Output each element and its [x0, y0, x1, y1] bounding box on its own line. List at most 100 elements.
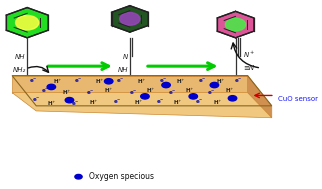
Text: H$^{+}$: H$^{+}$: [146, 86, 156, 95]
Polygon shape: [91, 76, 119, 106]
Text: ≡N: ≡N: [243, 65, 254, 71]
Circle shape: [162, 82, 170, 88]
Text: e$^{-}$: e$^{-}$: [159, 77, 167, 85]
Polygon shape: [95, 76, 122, 106]
Text: H$^{+}$: H$^{+}$: [95, 77, 104, 86]
Polygon shape: [47, 76, 74, 106]
Polygon shape: [239, 76, 266, 106]
Polygon shape: [153, 76, 181, 106]
Polygon shape: [142, 76, 169, 106]
Text: e$^{-}$: e$^{-}$: [71, 100, 80, 108]
Polygon shape: [89, 76, 116, 106]
Polygon shape: [39, 76, 66, 106]
Polygon shape: [177, 76, 204, 106]
Polygon shape: [209, 76, 236, 106]
Polygon shape: [233, 76, 260, 106]
Text: N: N: [123, 54, 128, 60]
Polygon shape: [98, 76, 125, 106]
Text: H$^{+}$: H$^{+}$: [213, 98, 222, 107]
Polygon shape: [21, 76, 48, 106]
Circle shape: [225, 18, 246, 31]
Polygon shape: [86, 76, 113, 106]
Polygon shape: [165, 76, 192, 106]
Polygon shape: [124, 76, 151, 106]
Polygon shape: [174, 76, 201, 106]
Polygon shape: [59, 76, 86, 106]
Text: e$^{-}$: e$^{-}$: [113, 98, 122, 106]
Text: e$^{-}$: e$^{-}$: [128, 89, 137, 97]
Text: CuO sensor: CuO sensor: [278, 96, 318, 102]
Text: H$^{+}$: H$^{+}$: [89, 98, 98, 107]
Text: NH₂: NH₂: [13, 67, 26, 73]
Text: H$^{+}$: H$^{+}$: [216, 77, 225, 86]
Polygon shape: [36, 76, 63, 106]
Polygon shape: [221, 76, 248, 106]
Polygon shape: [218, 76, 245, 106]
Circle shape: [104, 79, 113, 84]
Polygon shape: [71, 76, 98, 106]
Polygon shape: [12, 76, 39, 106]
Polygon shape: [248, 76, 272, 118]
Text: H$^{+}$: H$^{+}$: [104, 86, 113, 95]
Polygon shape: [230, 76, 257, 106]
Polygon shape: [162, 76, 189, 106]
Text: NH: NH: [118, 67, 128, 73]
Polygon shape: [171, 76, 198, 106]
Polygon shape: [15, 76, 42, 106]
Polygon shape: [56, 76, 83, 106]
Polygon shape: [147, 76, 175, 106]
Text: e$^{-}$: e$^{-}$: [117, 77, 125, 85]
Polygon shape: [168, 76, 195, 106]
Text: H$^{+}$: H$^{+}$: [52, 77, 62, 86]
Polygon shape: [217, 11, 254, 38]
Polygon shape: [42, 76, 69, 106]
Polygon shape: [80, 76, 107, 106]
Text: H$^{+}$: H$^{+}$: [176, 77, 186, 86]
Polygon shape: [12, 93, 272, 118]
Circle shape: [120, 12, 140, 25]
Circle shape: [189, 94, 197, 99]
Polygon shape: [83, 76, 110, 106]
Text: e$^{-}$: e$^{-}$: [234, 77, 243, 85]
Polygon shape: [245, 76, 272, 106]
Circle shape: [47, 84, 56, 90]
Polygon shape: [44, 76, 71, 106]
Polygon shape: [242, 76, 269, 106]
Text: H$^{+}$: H$^{+}$: [134, 98, 144, 107]
Polygon shape: [118, 76, 145, 106]
Text: H$^{+}$: H$^{+}$: [185, 86, 195, 95]
Circle shape: [141, 94, 149, 99]
Polygon shape: [224, 76, 251, 106]
Text: e$^{-}$: e$^{-}$: [156, 98, 164, 106]
Circle shape: [15, 15, 39, 30]
Text: e$^{-}$: e$^{-}$: [207, 89, 216, 97]
Polygon shape: [189, 76, 216, 106]
Polygon shape: [145, 76, 172, 106]
Polygon shape: [159, 76, 186, 106]
Text: e$^{-}$: e$^{-}$: [86, 89, 95, 97]
Polygon shape: [6, 8, 48, 38]
Polygon shape: [136, 76, 163, 106]
Polygon shape: [201, 76, 228, 106]
Text: e$^{-}$: e$^{-}$: [41, 87, 50, 95]
Text: e$^{-}$: e$^{-}$: [74, 77, 83, 85]
Polygon shape: [106, 76, 133, 106]
Text: H$^{+}$: H$^{+}$: [225, 86, 234, 95]
Polygon shape: [24, 76, 51, 106]
Polygon shape: [133, 76, 160, 106]
Polygon shape: [215, 76, 242, 106]
Polygon shape: [212, 76, 239, 106]
Polygon shape: [204, 76, 231, 106]
Polygon shape: [198, 76, 225, 106]
Polygon shape: [115, 76, 142, 106]
Text: Oxygen specious: Oxygen specious: [89, 172, 154, 181]
Text: e$^{-}$: e$^{-}$: [195, 98, 204, 106]
Polygon shape: [53, 76, 80, 106]
Text: H$^{+}$: H$^{+}$: [174, 98, 183, 107]
Text: e$^{-}$: e$^{-}$: [198, 77, 207, 85]
Polygon shape: [130, 76, 157, 106]
Polygon shape: [180, 76, 207, 106]
Polygon shape: [156, 76, 184, 106]
Polygon shape: [62, 76, 89, 106]
Text: N$^+$: N$^+$: [243, 50, 255, 60]
